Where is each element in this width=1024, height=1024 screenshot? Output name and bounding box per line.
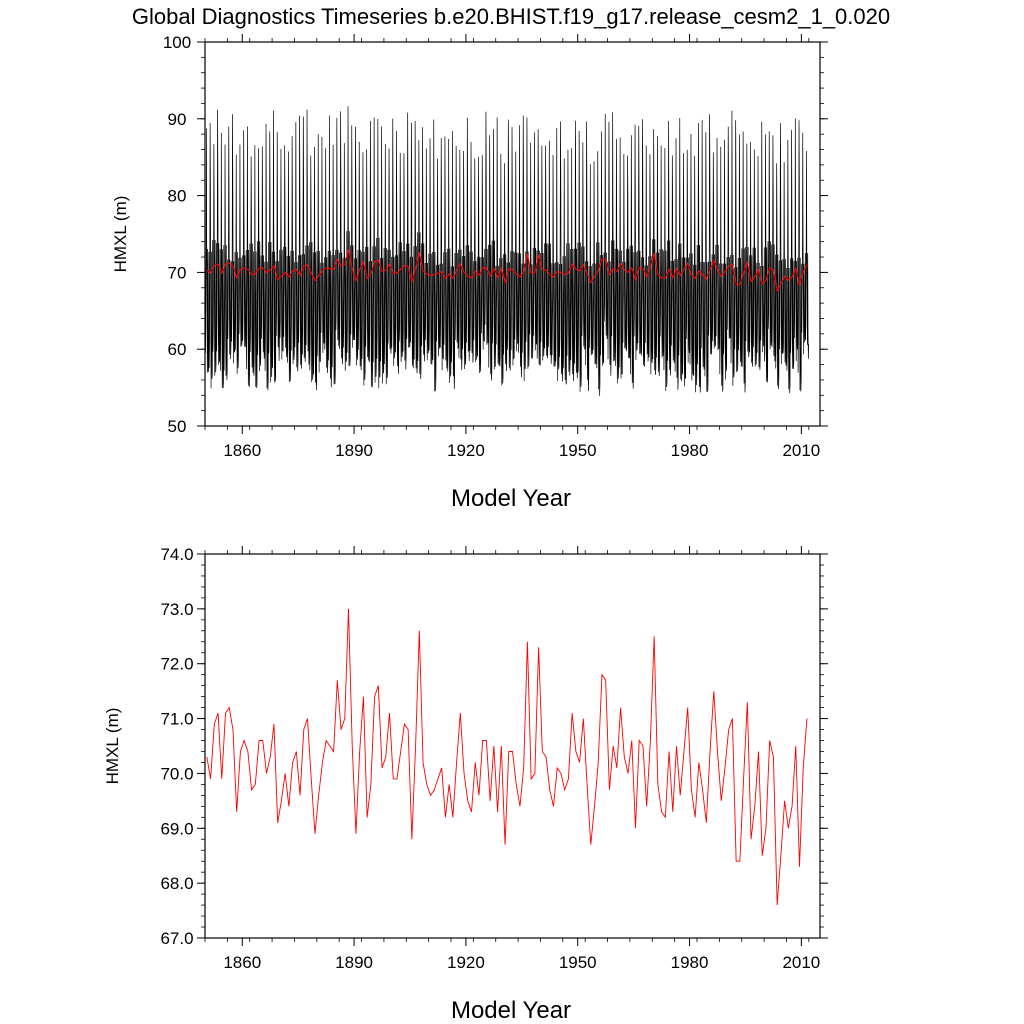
- x-ticks: 1860 1890 1920 1950 1980 2010: [223, 546, 820, 972]
- x-tick-label: 1860: [223, 441, 261, 460]
- series-line-annual-overlay: [206, 249, 808, 293]
- y-ticks: 50 60 70 80 90 100: [163, 33, 828, 436]
- x-tick-label: 1950: [559, 953, 597, 972]
- x-tick-label: 1920: [447, 953, 485, 972]
- y-tick-label: 90: [168, 110, 187, 129]
- x-tick-label: 1980: [671, 953, 709, 972]
- x-tick-label: 1950: [559, 441, 597, 460]
- y-tick-label: 71.0: [160, 710, 193, 729]
- y-tick-label: 70.0: [160, 764, 193, 783]
- y-tick-label: 72.0: [160, 655, 193, 674]
- y-tick-label: 69.0: [160, 819, 193, 838]
- y-tick-label: 68.0: [160, 874, 193, 893]
- chart-title: Global Diagnostics Timeseries b.e20.BHIS…: [132, 4, 890, 29]
- y-tick-label: 100: [163, 33, 191, 52]
- plot-frame: [204, 553, 821, 939]
- minor-ticks: [201, 38, 824, 430]
- x-tick-label: 1980: [671, 441, 709, 460]
- x-axis-label: Model Year: [451, 485, 571, 512]
- panel-monthly: 50 60 70 80 90 100 1860 1890 1920 1950 1980 2010 H…: [111, 33, 828, 512]
- series-line-annual: [206, 608, 808, 906]
- x-axis-label: Model Year: [451, 997, 571, 1024]
- x-tick-label: 1860: [223, 953, 261, 972]
- y-tick-label: 60: [168, 340, 187, 359]
- x-tick-label: 1890: [335, 441, 373, 460]
- y-tick-label: 73.0: [160, 600, 193, 619]
- y-tick-label: 74.0: [160, 545, 193, 564]
- y-tick-label: 67.0: [160, 929, 193, 948]
- y-axis-label: HMXL (m): [111, 196, 130, 273]
- series-line-monthly: [204, 106, 810, 396]
- x-tick-label: 2010: [782, 441, 820, 460]
- y-tick-label: 50: [168, 417, 187, 436]
- x-tick-label: 2010: [782, 953, 820, 972]
- x-ticks: 1860 1890 1920 1950 1980 2010: [223, 34, 820, 460]
- x-tick-label: 1890: [335, 953, 373, 972]
- y-tick-label: 80: [168, 187, 187, 206]
- x-tick-label: 1920: [447, 441, 485, 460]
- plot-frame: [204, 41, 821, 427]
- panel-annual: 67.0 68.0 69.0 70.0 71.0 72.0 73.0 74.0 1860 189…: [103, 545, 828, 1024]
- minor-ticks: [201, 550, 824, 942]
- y-axis-label: HMXL (m): [103, 708, 122, 785]
- y-tick-label: 70: [168, 263, 187, 282]
